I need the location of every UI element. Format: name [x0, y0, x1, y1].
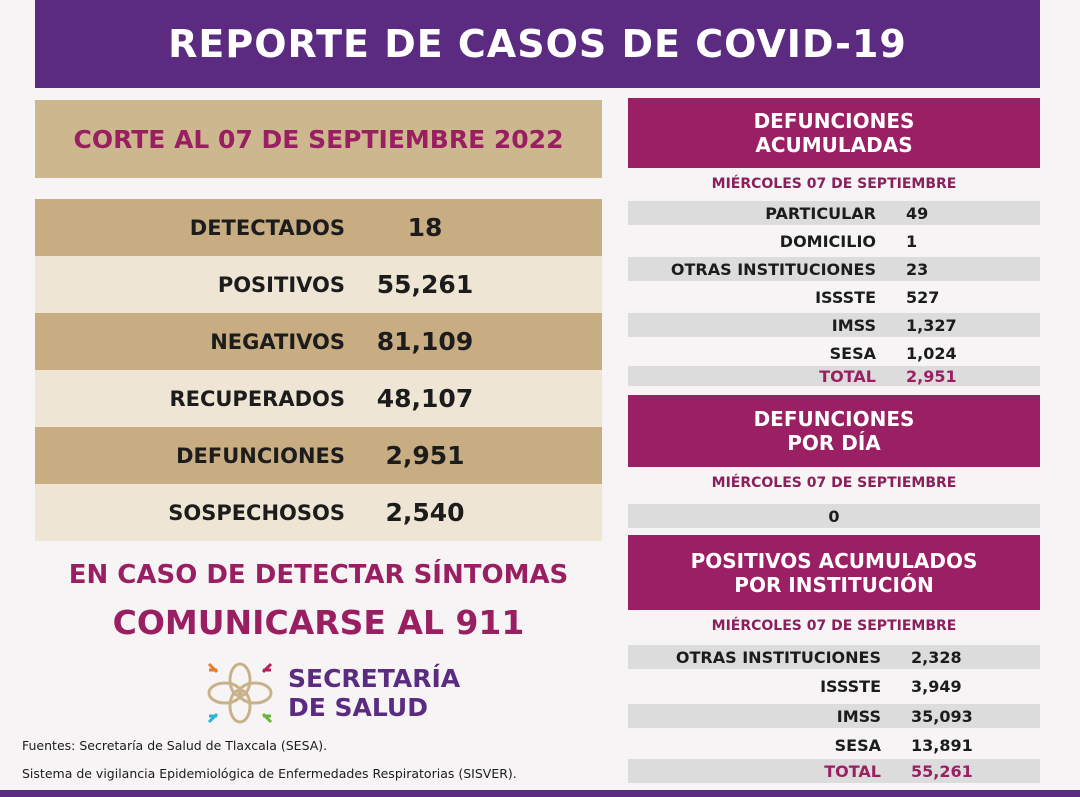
summary-value: 2,951: [385, 441, 465, 470]
positives-row: ISSSTE 3,949: [820, 676, 962, 696]
deaths-daily-header: DEFUNCIONES POR DÍA: [628, 395, 1040, 467]
summary-label: DETECTADOS: [189, 215, 345, 240]
positives-by-institution-header: POSITIVOS ACUMULADOS POR INSTITUCIÓN: [628, 535, 1040, 610]
summary-label: NEGATIVOS: [210, 329, 345, 354]
deaths-cumulative-date: MIÉRCOLES 07 DE SEPTIEMBRE: [711, 176, 957, 192]
summary-label: SOSPECHOSOS: [168, 500, 345, 525]
summary-value: 48,107: [376, 384, 474, 413]
summary-value: 55,261: [376, 270, 474, 299]
summary-row: SOSPECHOSOS 2,540: [35, 484, 602, 541]
positives-total-row: TOTAL 55,261: [628, 759, 1040, 783]
cutoff-date: CORTE AL 07 DE SEPTIEMBRE 2022: [35, 100, 602, 178]
deaths-row: OTRAS INSTITUCIONES 23: [628, 257, 1040, 281]
summary-row: NEGATIVOS 81,109: [35, 313, 602, 370]
secretaria-salud-logo-icon: [207, 662, 273, 724]
call-911-message: COMUNICARSE AL 911: [112, 603, 525, 642]
positives-row: SESA 13,891: [834, 735, 973, 755]
deaths-daily-date: MIÉRCOLES 07 DE SEPTIEMBRE: [711, 475, 957, 491]
deaths-cumulative-header: DEFUNCIONES ACUMULADAS: [628, 98, 1040, 168]
summary-row: POSITIVOS 55,261: [35, 256, 602, 313]
positives-row: OTRAS INSTITUCIONES 2,328: [628, 645, 1040, 669]
deaths-row: IMSS 1,327: [628, 313, 1040, 337]
positives-date: MIÉRCOLES 07 DE SEPTIEMBRE: [711, 618, 957, 634]
bottom-bar: [0, 790, 1080, 797]
deaths-total-row: TOTAL 2,951: [628, 366, 1040, 386]
summary-row: DEFUNCIONES 2,951: [35, 427, 602, 484]
summary-value: 18: [407, 213, 443, 242]
summary-label: POSITIVOS: [217, 272, 345, 297]
sources-line-2: Sistema de vigilancia Epidemiológica de …: [22, 766, 517, 781]
sources-line-1: Fuentes: Secretaría de Salud de Tlaxcala…: [22, 738, 328, 753]
summary-row: RECUPERADOS 48,107: [35, 370, 602, 427]
report-title: REPORTE DE CASOS DE COVID-19: [35, 0, 1040, 88]
summary-label: RECUPERADOS: [169, 386, 345, 411]
summary-value: 81,109: [376, 327, 474, 356]
summary-row: DETECTADOS 18: [35, 199, 602, 256]
symptoms-message: EN CASO DE DETECTAR SÍNTOMAS: [68, 560, 569, 590]
deaths-daily-value: 0: [628, 504, 1040, 528]
deaths-row: ISSSTE 527: [815, 287, 940, 307]
positives-row: IMSS 35,093: [628, 704, 1040, 728]
summary-value: 2,540: [385, 498, 465, 527]
deaths-row: DOMICILIO 1: [779, 231, 918, 251]
deaths-row: SESA 1,024: [829, 343, 957, 363]
deaths-row: PARTICULAR 49: [628, 201, 1040, 225]
summary-label: DEFUNCIONES: [176, 443, 345, 468]
secretaria-salud-logo-text: SECRETARÍA DE SALUD: [288, 664, 461, 722]
